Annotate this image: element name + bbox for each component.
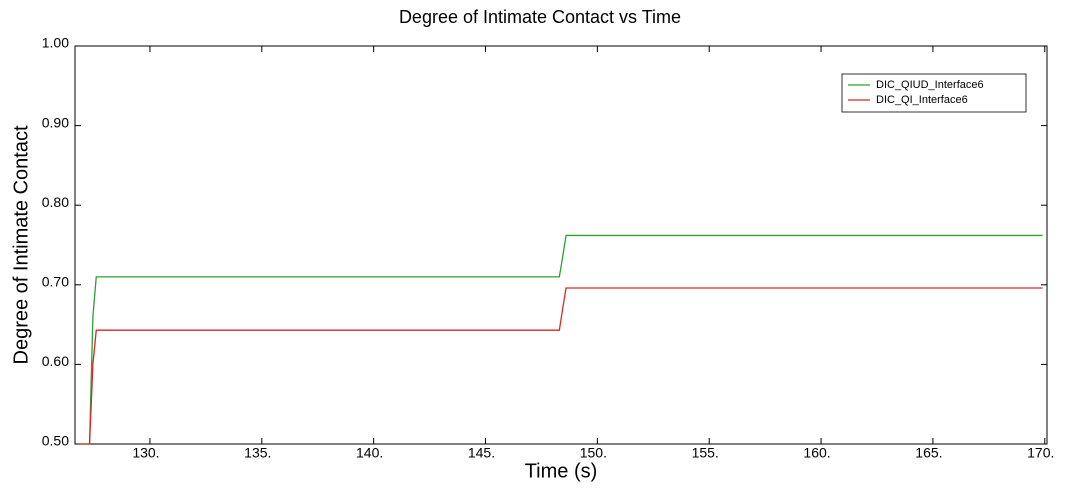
chart-title: Degree of Intimate Contact vs Time: [399, 7, 681, 27]
x-tick-label: 145.: [468, 445, 495, 461]
y-axis-label: Degree of Intimate Contact: [10, 125, 32, 364]
y-tick-label: 0.80: [42, 194, 69, 210]
x-tick-label: 150.: [580, 445, 607, 461]
x-tick-label: 135.: [244, 445, 271, 461]
series-line: [80, 234, 1043, 445]
y-tick-label: 0.70: [42, 274, 69, 290]
x-tick-label: 140.: [356, 445, 383, 461]
legend-label: DIC_QI_Interface6: [876, 94, 968, 106]
x-tick-label: 170.: [1027, 445, 1054, 461]
series-line: [80, 287, 1043, 445]
x-axis-label: Time (s): [525, 460, 598, 482]
y-tick-label: 0.50: [42, 433, 69, 449]
x-tick-label: 155.: [692, 445, 719, 461]
plot-frame: [74, 45, 1048, 445]
legend-label: DIC_QIUD_Interface6: [876, 79, 984, 91]
x-tick-label: 165.: [915, 445, 942, 461]
y-tick-label: 0.60: [42, 353, 69, 369]
y-tick-label: 0.90: [42, 114, 69, 130]
legend-box: [841, 73, 1027, 113]
x-tick-label: 130.: [132, 445, 159, 461]
y-tick-label: 1.00: [42, 35, 69, 51]
x-tick-label: 160.: [803, 445, 830, 461]
